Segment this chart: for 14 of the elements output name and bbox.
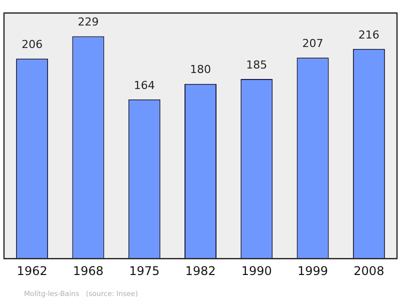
x-tick-label: 1990 xyxy=(241,264,272,278)
x-tick-label: 1982 xyxy=(185,264,216,278)
data-label: 185 xyxy=(246,58,268,72)
x-tick-label: 1999 xyxy=(298,264,328,278)
data-label: 164 xyxy=(134,78,155,92)
x-tick-label: 1962 xyxy=(16,264,48,278)
data-label: 207 xyxy=(302,37,324,50)
x-tick-label: 2008 xyxy=(354,264,384,278)
x-tick-label: 1968 xyxy=(72,264,104,278)
x-tick-label: 1975 xyxy=(129,264,160,278)
data-label: 206 xyxy=(22,38,43,51)
data-label: 216 xyxy=(358,28,380,42)
data-label: 229 xyxy=(78,16,99,29)
data-label: 180 xyxy=(190,63,211,76)
